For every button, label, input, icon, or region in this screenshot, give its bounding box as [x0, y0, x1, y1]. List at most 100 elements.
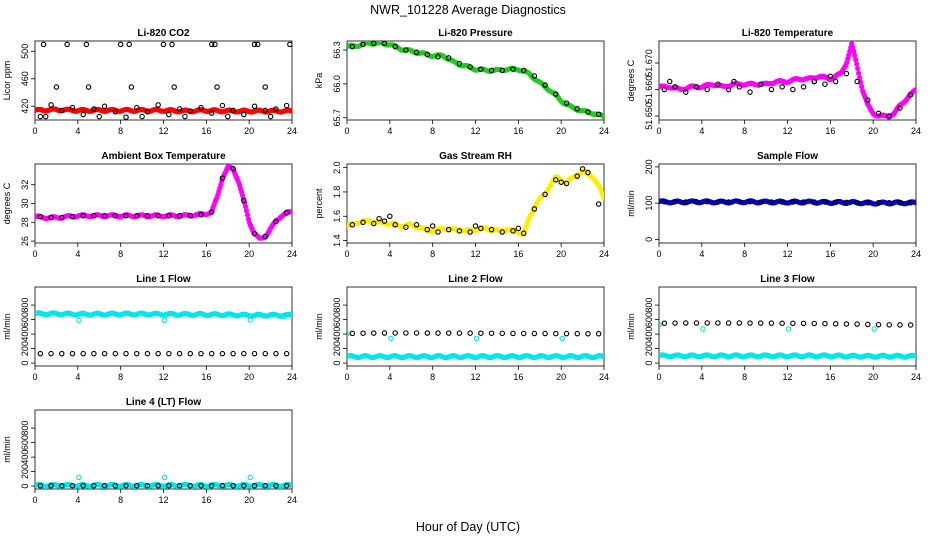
hourly-point — [198, 104, 204, 111]
hourly-point — [144, 212, 151, 219]
x-tick-label: 0 — [32, 126, 37, 136]
hourly-point — [241, 197, 247, 204]
hourly-point — [747, 198, 753, 205]
y-tick-label: 0 — [20, 484, 30, 489]
hourly-point — [907, 92, 914, 98]
series-1 — [349, 41, 602, 118]
hourly-point — [661, 86, 668, 93]
x-tick-label: 0 — [344, 249, 349, 259]
y-tick-label: 600 — [332, 312, 342, 327]
hourly-point — [273, 482, 279, 489]
hourly-point — [700, 326, 706, 332]
y-tick-label: 0 — [332, 361, 342, 366]
hourly-point — [747, 320, 753, 326]
hourly-point — [736, 320, 743, 326]
hourly-point — [112, 350, 119, 357]
hourly-point — [515, 225, 522, 232]
minute-point — [913, 353, 916, 359]
hourly-point — [725, 86, 732, 93]
x-tick-label: 20 — [556, 126, 566, 136]
x-tick-label: 4 — [699, 249, 704, 259]
hourly-point — [683, 89, 689, 95]
x-tick-label: 4 — [387, 126, 392, 136]
hourly-point — [112, 482, 119, 489]
hourly-point — [672, 198, 678, 205]
hourly-point — [672, 320, 678, 326]
hourly-point — [563, 330, 570, 337]
hourly-point — [445, 226, 452, 233]
panel-title: Line 3 Flow — [760, 274, 815, 285]
x-tick-label: 20 — [244, 249, 254, 259]
hourly-point — [53, 84, 60, 90]
hourly-point — [59, 214, 65, 221]
series-1 — [37, 482, 290, 489]
hourly-point — [176, 106, 183, 112]
hourly-point — [725, 320, 732, 326]
hourly-point — [779, 320, 785, 326]
series-2 — [659, 321, 877, 332]
y-tick-label: 1.8 — [332, 186, 342, 199]
hourly-point — [585, 169, 591, 176]
hourly-point — [473, 335, 480, 342]
hourly-point — [381, 218, 388, 224]
plot-area — [659, 198, 916, 207]
y-tick-label: 600 — [20, 435, 30, 450]
hourly-point — [435, 229, 441, 235]
y-tick-label: 51.650 — [644, 102, 654, 130]
hourly-point — [37, 482, 44, 489]
hourly-point — [704, 86, 710, 93]
hourly-point — [48, 214, 54, 221]
x-tick-label: 16 — [201, 372, 211, 382]
hourly-point — [37, 113, 44, 120]
hourly-point — [208, 209, 215, 215]
y-tick-label: 800 — [20, 298, 30, 313]
hourly-point — [371, 220, 377, 227]
hourly-point — [574, 173, 580, 179]
series-2 — [347, 330, 565, 342]
hourly-point — [198, 482, 204, 489]
minute-point — [854, 61, 860, 67]
x-tick-label: 12 — [470, 126, 480, 136]
hourly-point — [558, 179, 564, 185]
plot-area — [35, 310, 292, 357]
hourly-point — [117, 41, 124, 48]
x-tick-label: 16 — [201, 495, 211, 505]
hourly-point — [757, 199, 764, 205]
hourly-point — [371, 330, 377, 336]
series-1 — [37, 41, 292, 120]
hourly-point — [144, 109, 151, 115]
minute-point — [859, 84, 865, 90]
minute-point — [601, 195, 604, 201]
hourly-point — [585, 109, 591, 115]
hourly-point — [161, 474, 168, 481]
panel-ylabel: degrees C — [2, 182, 12, 224]
minute-point — [244, 212, 251, 218]
y-tick-label: 65.7 — [332, 109, 342, 127]
hourly-point — [499, 67, 506, 74]
y-tick-label: 1.6 — [332, 210, 342, 223]
y-tick-label: 800 — [644, 298, 654, 313]
x-tick-label: 16 — [825, 372, 835, 382]
panel-title: Line 1 Flow — [136, 274, 191, 285]
hourly-point — [267, 113, 274, 120]
y-tick-label: 200 — [332, 341, 342, 356]
minute-point — [855, 65, 861, 72]
hourly-point — [886, 113, 892, 119]
hourly-point — [510, 228, 516, 234]
hourly-point — [413, 330, 420, 336]
hourly-point — [579, 166, 586, 172]
hourly-point — [768, 199, 775, 205]
hourly-point — [510, 330, 516, 337]
panel-title: Sample Flow — [757, 151, 818, 162]
hourly-point — [381, 41, 388, 47]
y-tick-label: 600 — [20, 312, 30, 327]
hourly-point — [388, 335, 394, 342]
hourly-point — [69, 104, 76, 111]
series-1 — [661, 70, 914, 119]
hourly-point — [424, 51, 431, 58]
hourly-point — [360, 219, 366, 226]
hourly-point — [531, 73, 538, 79]
hourly-point — [59, 107, 65, 114]
x-tick-label: 0 — [344, 126, 349, 136]
